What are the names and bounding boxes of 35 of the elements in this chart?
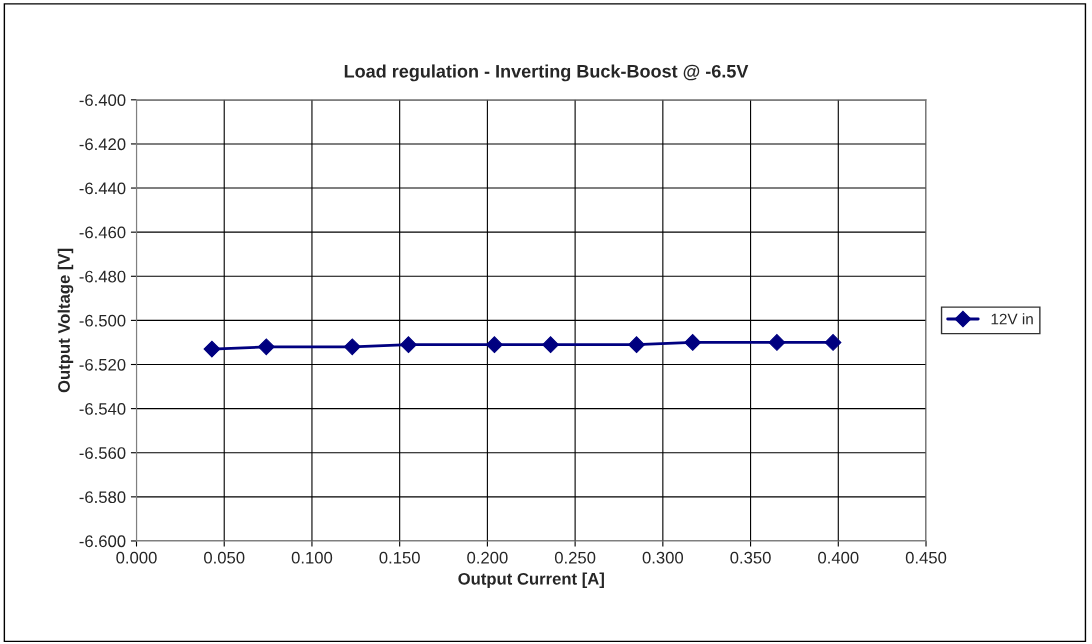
x-tick-label: 0.050 — [204, 551, 245, 564]
x-tick-label: 0.250 — [554, 551, 596, 564]
x-tick-label: 0.000 — [116, 551, 157, 564]
x-axis-title: Output Current [A] — [458, 572, 604, 589]
y-axis-title: Output Voltage [V] — [57, 248, 74, 393]
x-tick-label: 0.400 — [818, 551, 859, 564]
y-tick-label: -6.520 — [79, 358, 126, 371]
point — [824, 334, 842, 351]
y-tick-label: -6.420 — [79, 138, 126, 151]
chart-title: Load regulation - Inverting Buck-Boost @ -6.5V — [344, 64, 749, 82]
y-tick-label: -6.560 — [79, 447, 126, 459]
y-tick-label: -6.580 — [79, 491, 126, 504]
point — [203, 340, 221, 358]
x-tick-label: 0.450 — [905, 551, 947, 564]
y-tick-label: -6.600 — [79, 535, 126, 548]
x-tick-label: 0.200 — [467, 551, 508, 564]
x-tick-label: 0.150 — [379, 551, 420, 564]
point — [257, 338, 275, 356]
point — [486, 336, 503, 354]
point — [343, 338, 361, 356]
point — [542, 336, 559, 354]
x-tick-label: 0.350 — [730, 551, 771, 564]
point — [628, 336, 645, 354]
y-tick-label: -6.440 — [79, 182, 126, 195]
x-tick-label: 0.100 — [291, 551, 333, 564]
x-tick-label: 0.300 — [642, 551, 684, 564]
legend-label: 12V in — [991, 313, 1033, 325]
y-tick-label: -6.400 — [79, 94, 126, 107]
y-tick-label: -6.500 — [79, 314, 126, 327]
y-tick-label: -6.540 — [79, 403, 126, 415]
y-tick-label: -6.480 — [79, 270, 126, 283]
point — [400, 336, 417, 354]
y-tick-label: -6.460 — [79, 226, 126, 239]
point — [768, 334, 786, 351]
point — [684, 334, 702, 351]
